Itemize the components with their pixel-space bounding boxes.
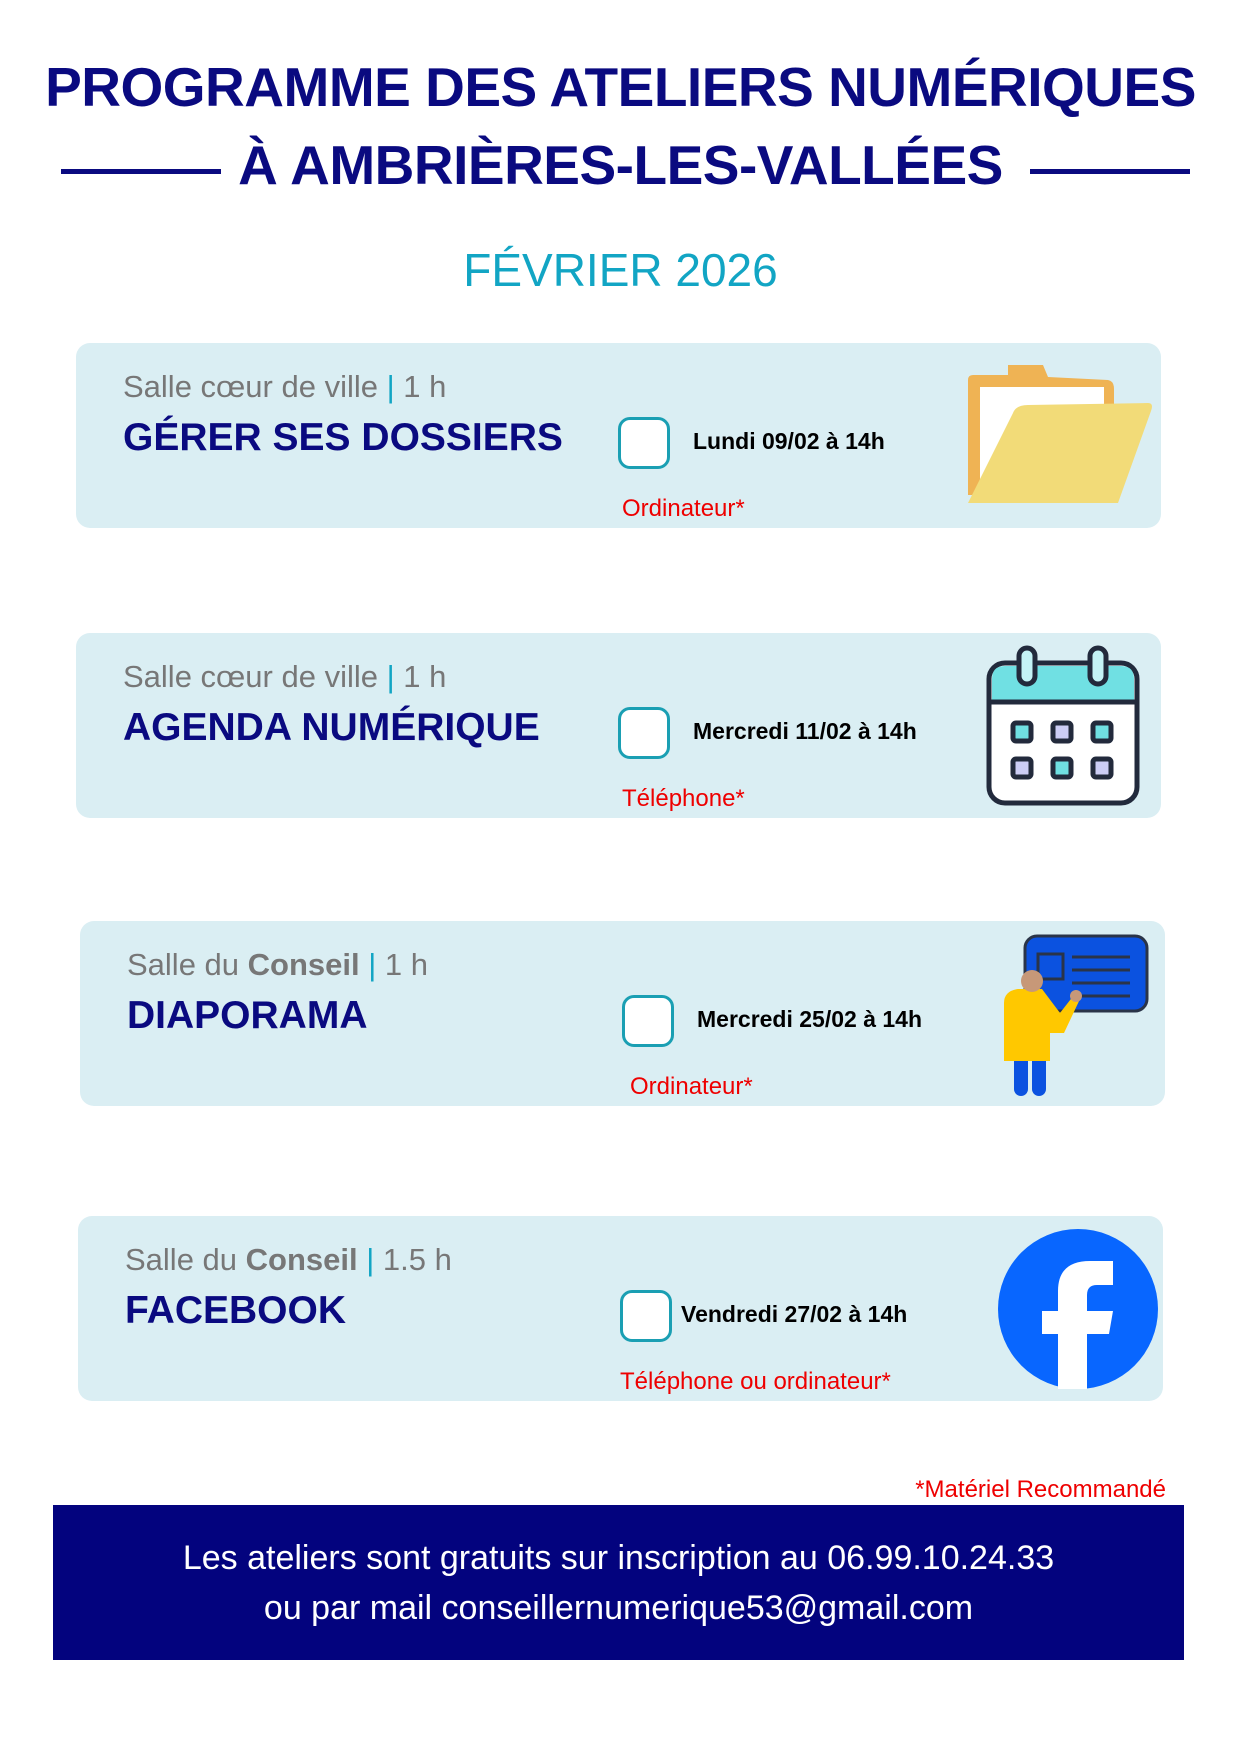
workshop-title: AGENDA NUMÉRIQUE xyxy=(123,706,540,749)
workshop-date: Mercredi 25/02 à 14h xyxy=(697,1006,923,1032)
title-rule-right xyxy=(1030,169,1190,174)
workshop-title: GÉRER SES DOSSIERS xyxy=(123,416,563,459)
workshop-card: Salle cœur de ville | 1 h AGENDA NUMÉRIQ… xyxy=(76,633,1161,818)
workshop-equipment: Téléphone ou ordinateur* xyxy=(620,1368,891,1395)
footnote: *Matériel Recommandé xyxy=(915,1476,1166,1503)
title-rule-left xyxy=(61,169,221,174)
registration-checkbox[interactable] xyxy=(620,1290,672,1342)
registration-checkbox[interactable] xyxy=(618,417,670,469)
workshop-equipment: Ordinateur* xyxy=(630,1073,753,1100)
workshop-date: Vendredi 27/02 à 14h xyxy=(681,1301,908,1327)
facebook-icon[interactable] xyxy=(998,1229,1158,1389)
page-title-line1: PROGRAMME DES ATELIERS NUMÉRIQUES xyxy=(45,56,1196,118)
workshop-card: Salle cœur de ville | 1 h GÉRER SES DOSS… xyxy=(76,343,1161,528)
workshop-equipment: Ordinateur* xyxy=(622,495,745,522)
workshop-date: Lundi 09/02 à 14h xyxy=(693,428,885,454)
workshop-title: DIAPORAMA xyxy=(127,994,368,1037)
contact-phone-line: Les ateliers sont gratuits sur inscripti… xyxy=(182,1539,1055,1577)
workshop-room: Salle du Conseil | 1 h xyxy=(127,947,429,982)
registration-checkbox[interactable] xyxy=(618,707,670,759)
workshop-card: Salle du Conseil | 1 h DIAPORAMA Mercred… xyxy=(80,921,1165,1106)
workshop-date: Mercredi 11/02 à 14h xyxy=(693,718,917,744)
workshop-equipment: Téléphone* xyxy=(622,785,745,812)
registration-checkbox[interactable] xyxy=(622,995,674,1047)
folder-icon xyxy=(968,365,1152,503)
contact-banner: Les ateliers sont gratuits sur inscripti… xyxy=(53,1505,1184,1660)
workshop-card: Salle du Conseil | 1.5 h FACEBOOK Vendre… xyxy=(78,1216,1163,1401)
contact-email-line: ou par mail conseillernumerique53@gmail.… xyxy=(263,1589,974,1627)
workshop-room: Salle du Conseil | 1.5 h xyxy=(125,1242,452,1277)
workshop-room: Salle cœur de ville | 1 h xyxy=(123,369,447,404)
presenter-icon xyxy=(1004,934,1149,1096)
month-heading: FÉVRIER 2026 xyxy=(463,244,778,296)
workshop-room: Salle cœur de ville | 1 h xyxy=(123,659,447,694)
workshop-title: FACEBOOK xyxy=(125,1289,347,1332)
calendar-icon xyxy=(986,645,1140,806)
page-title-line2: À AMBRIÈRES-LES-VALLÉES xyxy=(238,134,1003,196)
